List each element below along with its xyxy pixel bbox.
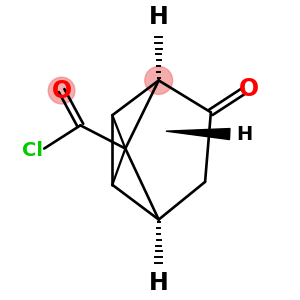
Text: O: O [239,77,260,101]
Text: Cl: Cl [22,140,43,160]
Circle shape [145,67,172,94]
Text: O: O [52,79,72,103]
Text: H: H [236,124,252,144]
Polygon shape [166,129,230,140]
Circle shape [48,77,75,104]
Text: H: H [149,5,169,29]
Text: H: H [149,271,169,295]
